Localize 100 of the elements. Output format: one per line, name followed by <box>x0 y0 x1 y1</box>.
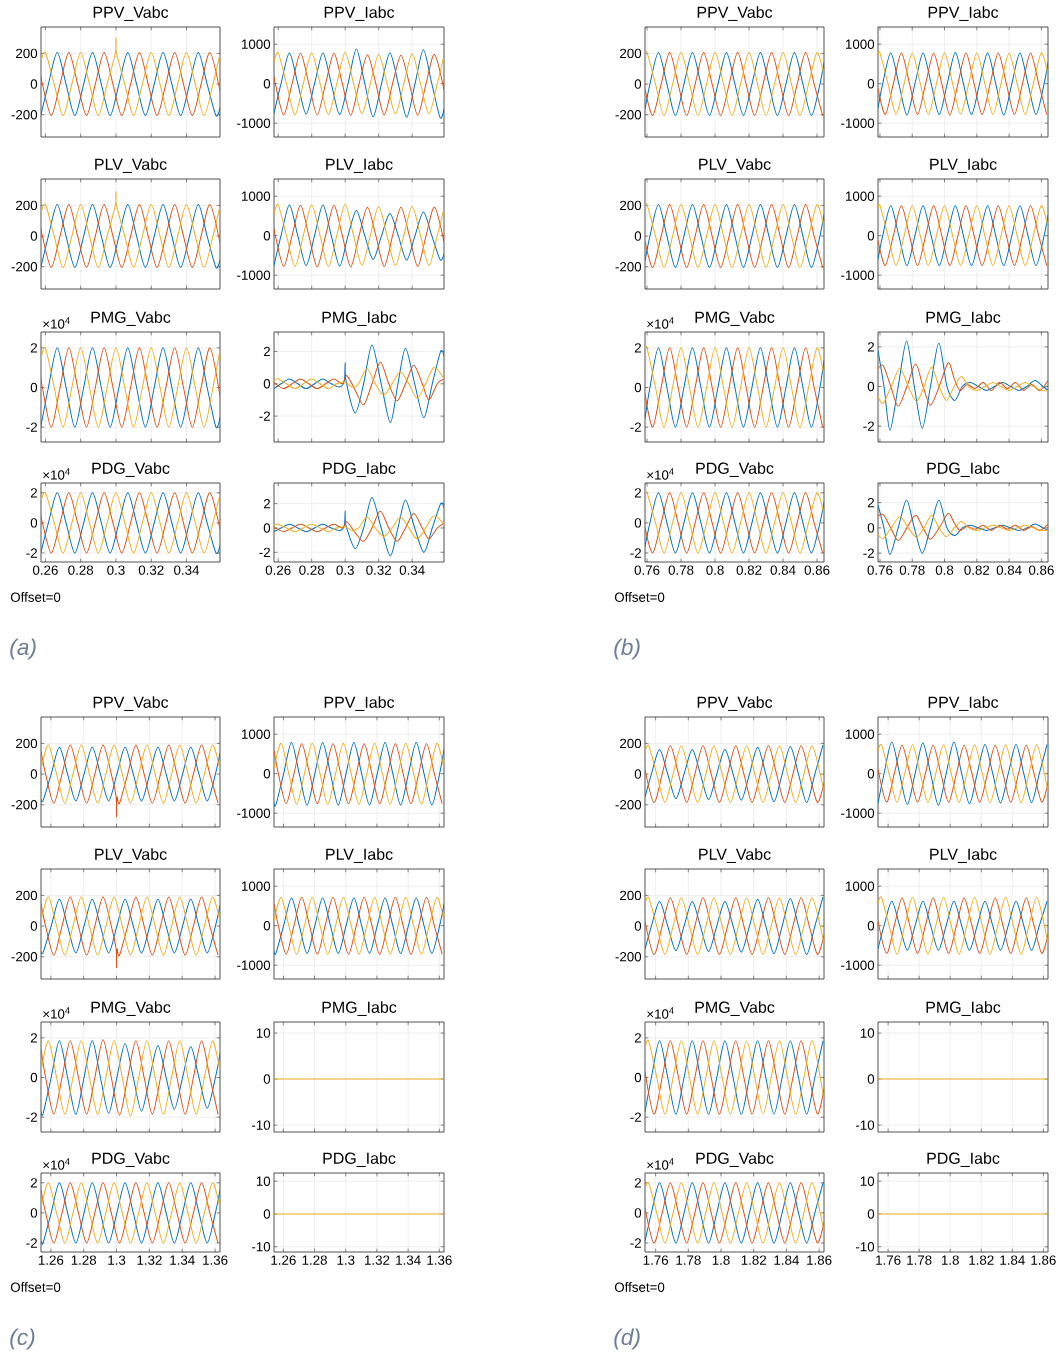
line-series <box>274 497 444 557</box>
x-tick-label: 1.82 <box>969 1255 994 1265</box>
x-tick-label: 1.26 <box>271 1255 296 1265</box>
chart-title: PDG_Vabc <box>92 462 170 477</box>
line-series <box>41 191 220 269</box>
chart-title: PLV_Vabc <box>699 848 771 863</box>
chart-title: PLV_Iabc <box>326 158 393 173</box>
chart-title: PMG_Vabc <box>91 311 171 326</box>
x-tick-label: 0.82 <box>964 565 990 575</box>
y-tick-label: 2 <box>263 499 270 509</box>
y-tick-label: 0 <box>263 523 271 533</box>
y-tick-label: -10 <box>251 1120 271 1130</box>
x-tick-label: 0.32 <box>138 565 164 575</box>
y-tick-label: -1000 <box>237 808 271 818</box>
y-tick-label: 1000 <box>845 39 875 49</box>
x-tick-label: 0.76 <box>867 565 893 575</box>
y-tick-label: -2 <box>26 548 37 558</box>
x-tick-label: 1.32 <box>137 1255 162 1265</box>
text: ×10$^{4}$ <box>647 317 674 329</box>
chart-title: PPV_Vabc <box>697 696 773 711</box>
y-tick-label: -200 <box>11 262 38 272</box>
y-tick-label: 10 <box>256 1028 271 1038</box>
y-tick-label: 1000 <box>241 729 271 739</box>
text: (b) <box>614 638 640 660</box>
x-tick-label: 0.34 <box>174 565 200 575</box>
y-tick-label: -2 <box>26 1238 37 1248</box>
y-tick-label: 0 <box>30 382 38 393</box>
y-tick-label: 0 <box>30 518 38 528</box>
chart-title: PLV_Vabc <box>95 848 167 863</box>
y-tick-label: -2 <box>26 1112 37 1122</box>
x-tick-label: 1.3 <box>337 1255 355 1265</box>
x-tick-label: 1.78 <box>676 1255 701 1265</box>
y-tick-label: 0 <box>263 1209 271 1219</box>
chart-title: PMG_Iabc <box>926 311 1001 326</box>
text: Offset=0 <box>614 592 665 602</box>
y-tick-label: 2 <box>30 1033 37 1043</box>
y-tick-label: 0 <box>263 768 271 779</box>
y-tick-label: 200 <box>16 48 38 59</box>
x-tick-label: 0.82 <box>736 565 762 575</box>
text: ×10$^{4}$ <box>43 1158 70 1170</box>
y-tick-label: 0 <box>867 381 875 392</box>
y-tick-label: 0 <box>263 379 271 389</box>
x-tick-label: 1.34 <box>396 1255 421 1265</box>
x-tick-label: 1.36 <box>203 1255 228 1265</box>
y-tick-label: 200 <box>16 890 38 901</box>
y-tick-label: -2 <box>259 411 270 421</box>
x-tick-label: 1.76 <box>876 1255 901 1265</box>
x-tick-label: 0.3 <box>336 565 354 575</box>
x-tick-label: 0.32 <box>366 565 391 575</box>
x-tick-label: 1.34 <box>170 1255 195 1265</box>
x-tick-label: 0.8 <box>706 565 724 575</box>
x-tick-label: 1.28 <box>71 1255 97 1265</box>
y-tick-label: 0 <box>30 231 38 241</box>
y-tick-label: -2 <box>863 548 874 558</box>
chart-title: PPV_Iabc <box>324 696 395 711</box>
y-tick-label: 1000 <box>241 39 271 49</box>
y-tick-label: 2 <box>634 1178 641 1188</box>
y-tick-label: 0 <box>634 769 642 779</box>
chart-title: PDG_Iabc <box>323 1152 396 1167</box>
y-tick-label: 0 <box>867 1209 875 1219</box>
text: ×10$^{4}$ <box>43 1007 70 1019</box>
y-tick-label: -10 <box>855 1120 875 1130</box>
text: ×10$^{4}$ <box>647 1007 674 1019</box>
x-tick-label: 1.84 <box>774 1255 799 1265</box>
y-tick-label: 0 <box>30 79 38 89</box>
y-tick-label: -200 <box>11 952 38 962</box>
x-tick-label: 1.78 <box>907 1255 932 1265</box>
y-tick-label: -1000 <box>841 960 875 970</box>
x-tick-label: 0.84 <box>770 565 796 575</box>
y-tick-label: 2 <box>867 497 874 508</box>
y-tick-label: 0 <box>867 1074 875 1084</box>
y-tick-label: 0 <box>263 230 271 241</box>
y-tick-label: 0 <box>867 230 875 241</box>
y-tick-label: 2 <box>30 488 37 498</box>
line-series <box>41 744 219 818</box>
x-tick-label: 0.26 <box>265 565 291 575</box>
y-tick-label: -200 <box>11 110 38 120</box>
chart-title: PPV_Iabc <box>324 6 395 21</box>
y-tick-label: 0 <box>634 382 642 393</box>
y-tick-label: 0 <box>634 1072 642 1083</box>
line-series <box>41 896 219 969</box>
y-tick-label: 200 <box>16 738 38 749</box>
y-tick-label: 0 <box>634 231 642 241</box>
text: (d) <box>614 1328 640 1350</box>
y-tick-label: 0 <box>867 920 875 931</box>
line-series <box>878 340 1049 431</box>
y-tick-label: -2 <box>863 421 874 431</box>
y-tick-label: -1000 <box>237 960 271 970</box>
chart-title: PDG_Iabc <box>927 462 1000 477</box>
y-tick-label: -10 <box>855 1242 875 1252</box>
y-tick-label: 200 <box>620 890 642 901</box>
y-tick-label: -1000 <box>841 118 875 128</box>
chart-title: PDG_Iabc <box>323 462 396 477</box>
text: ×10$^{4}$ <box>43 468 70 480</box>
chart-title: PMG_Vabc <box>695 1001 775 1016</box>
text: Offset=0 <box>614 1282 665 1292</box>
x-tick-label: 1.8 <box>941 1255 959 1265</box>
y-tick-label: 0 <box>867 78 875 89</box>
y-tick-label: 1000 <box>241 191 271 201</box>
chart-title: PDG_Vabc <box>92 1152 170 1167</box>
